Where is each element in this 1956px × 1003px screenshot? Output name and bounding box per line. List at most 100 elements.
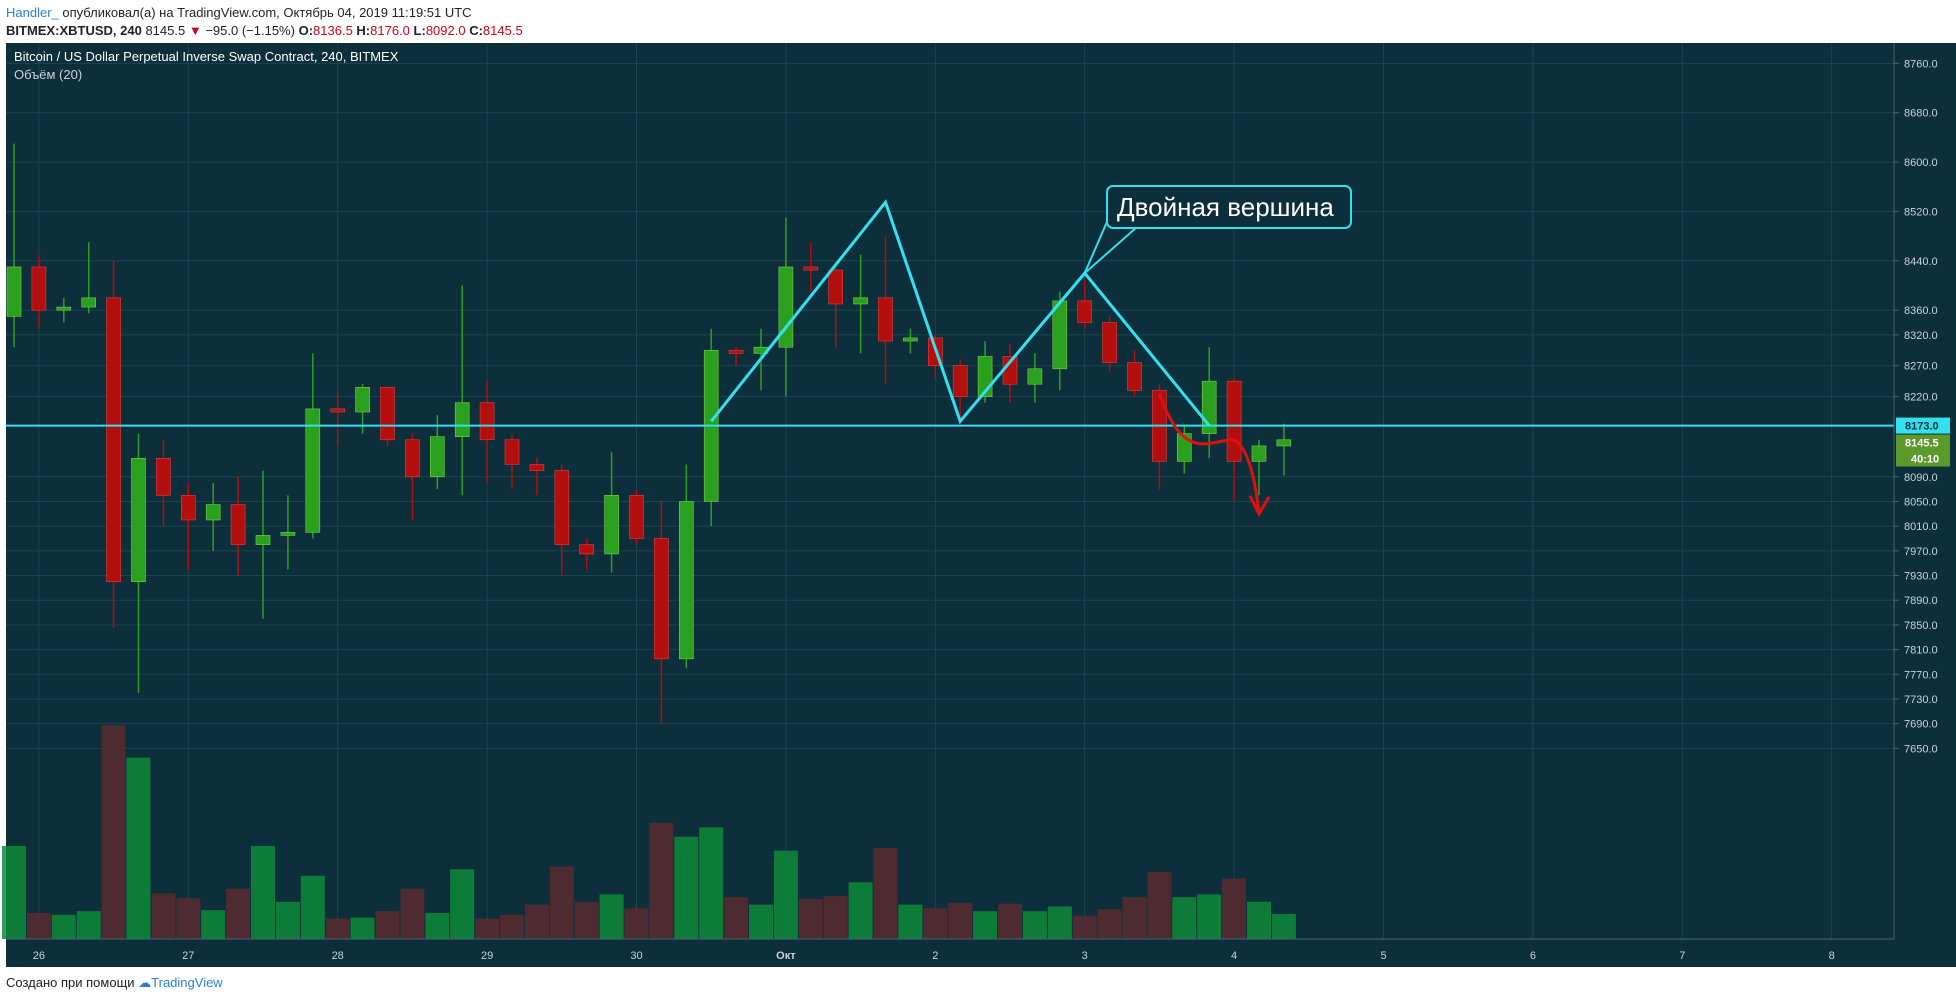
candle-body	[205, 504, 221, 521]
volume-bar	[226, 888, 251, 939]
volume-bar	[450, 869, 475, 939]
candle-body	[479, 402, 495, 441]
volume-bar	[923, 908, 948, 939]
price-tick-label: 7690.0	[1904, 719, 1938, 731]
candle-body	[529, 464, 545, 471]
volume-bar	[724, 897, 749, 939]
time-tick-label: 7	[1679, 950, 1685, 962]
volume-bar	[350, 917, 375, 939]
volume-bar	[1072, 915, 1097, 939]
down-arrow-drawing[interactable]	[1157, 392, 1271, 517]
time-tick-label: 4	[1231, 950, 1237, 962]
time-tick-label: 30	[630, 950, 642, 962]
price-axis-background[interactable]	[1894, 43, 1956, 939]
volume-bar	[773, 850, 798, 939]
candle-body	[878, 297, 893, 342]
price-tick-label: 8440.0	[1904, 256, 1938, 268]
price-tick-label: 7930.0	[1904, 571, 1938, 583]
volume-bar	[848, 882, 873, 939]
high-label: H:	[356, 23, 371, 38]
candle-body	[56, 306, 72, 311]
candle-body	[1077, 300, 1092, 323]
candle-body	[1052, 300, 1068, 370]
volume-bar	[873, 847, 898, 939]
price-tick-label: 8760.0	[1904, 58, 1938, 70]
price-tick-label: 8600.0	[1904, 157, 1938, 169]
price-tick-label: 7970.0	[1904, 546, 1938, 558]
volume-bar	[1122, 897, 1147, 939]
price-tick-label: 8270.0	[1904, 361, 1938, 373]
down-arrow-icon: ▼	[188, 23, 202, 38]
price-axis-ticks: 8760.0 8680.0 8600.0 8520.0 8440.0 8360.0 8320…	[1894, 58, 1938, 755]
candle-body	[380, 387, 395, 441]
volume-bar	[1147, 872, 1172, 939]
publish-line: Handler_ опубликовал(а) на TradingView.c…	[6, 5, 472, 20]
chart-header: Handler_ опубликовал(а) на TradingView.c…	[6, 2, 1906, 42]
volume-bars	[2, 725, 1296, 939]
candle-body	[554, 470, 570, 545]
time-tick-label: 3	[1082, 950, 1088, 962]
last-price-badge: 8145.5 40:10	[1896, 434, 1950, 467]
ohlc-line: BITMEX:XBTUSD, 240 8145.5 ▼ −95.0 (−1.15…	[6, 23, 523, 38]
volume-bar	[674, 836, 699, 939]
candle-body	[778, 266, 794, 348]
time-tick-label: 26	[33, 950, 45, 962]
candle-body	[728, 349, 744, 354]
candle-body	[255, 535, 271, 545]
candle-body	[230, 504, 246, 545]
level-price-badge: 8173.0	[1896, 417, 1950, 434]
candle-body	[903, 337, 918, 342]
candle-body	[1251, 445, 1267, 462]
candle-body	[654, 538, 669, 660]
volume-bar	[325, 918, 350, 939]
candle-body	[454, 402, 470, 437]
price-tick-label: 8520.0	[1904, 206, 1938, 218]
annotation-callout[interactable]: Двойная вершина	[1083, 185, 1352, 274]
volume-bar	[898, 904, 923, 939]
close-value: 8145.5	[482, 23, 523, 38]
legend-title: Bitcoin / US Dollar Perpetual Inverse Sw…	[14, 49, 399, 64]
candle-body	[156, 457, 171, 496]
author-link[interactable]: Handler_	[6, 5, 59, 20]
close-label: C:	[469, 23, 483, 38]
time-tick-label: 27	[182, 950, 194, 962]
price-tick-label: 8320.0	[1904, 330, 1938, 342]
symbol-label: BITMEX:XBTUSD, 240	[6, 23, 142, 38]
price-tick-label: 7770.0	[1904, 669, 1938, 681]
footer-brand-link[interactable]: TradingView	[151, 975, 223, 990]
volume-bar	[425, 912, 450, 939]
volume-bar	[500, 914, 524, 939]
volume-bar	[798, 899, 823, 939]
volume-bar	[1271, 913, 1296, 939]
volume-bar	[126, 757, 151, 939]
candle-body	[81, 297, 96, 308]
chart-area[interactable]: Двойная вершина 8760.0 8680.0 8600.0 8520.0…	[0, 43, 1956, 995]
time-axis-background[interactable]	[6, 939, 1956, 967]
chart-background	[6, 43, 1894, 939]
candle-body	[1226, 380, 1242, 462]
volume-bar	[201, 910, 226, 939]
candle-body	[604, 495, 619, 555]
last-price: 8145.5	[145, 23, 186, 38]
price-tick-label: 8220.0	[1904, 392, 1938, 404]
candle-body	[355, 387, 370, 413]
volume-bar	[1047, 906, 1072, 939]
candle-body	[6, 266, 22, 317]
volume-bar	[400, 888, 425, 939]
time-tick-label: 2	[932, 950, 938, 962]
volume-bar	[823, 896, 848, 939]
volume-bar	[76, 911, 101, 939]
legend-volume: Объём (20)	[14, 67, 82, 82]
candle-body	[405, 439, 420, 478]
volume-bar	[649, 822, 674, 939]
last-price-label: 8145.5	[1905, 438, 1939, 450]
volume-bar	[251, 846, 275, 939]
annotation-box	[1106, 185, 1352, 229]
price-chart[interactable]: Двойная вершина 8760.0 8680.0 8600.0 8520.0…	[0, 43, 1956, 967]
high-value: 8176.0	[370, 23, 410, 38]
double-top-pattern-line[interactable]	[710, 199, 1211, 427]
price-tick-label: 8010.0	[1904, 521, 1938, 533]
price-tick-label: 7810.0	[1904, 645, 1938, 657]
volume-bar	[51, 914, 76, 939]
volume-bar	[1222, 878, 1247, 939]
